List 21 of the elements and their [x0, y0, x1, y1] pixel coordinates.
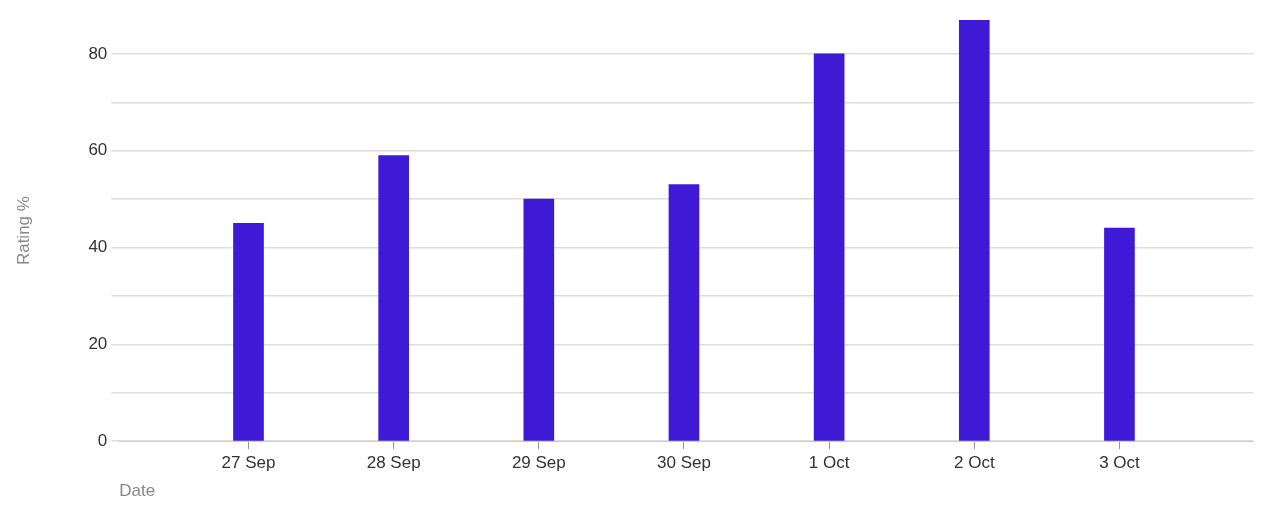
x-axis-title: Date — [119, 481, 156, 501]
bar — [1104, 227, 1135, 441]
x-tick-label: 30 Sep — [657, 453, 711, 473]
y-tick-label: 40 — [88, 237, 108, 257]
x-tick-label: 3 Oct — [1099, 453, 1141, 473]
x-tick-label: 29 Sep — [511, 453, 566, 473]
y-axis-title: Rating % — [13, 196, 33, 266]
x-tick-label: 27 Sep — [221, 453, 276, 473]
bar — [668, 184, 700, 441]
x-tick-label: 1 Oct — [808, 453, 850, 473]
bar — [958, 20, 990, 441]
x-tick-label: 28 Sep — [366, 453, 421, 473]
bar — [813, 53, 845, 441]
bar — [378, 155, 409, 441]
y-tick-label: 60 — [88, 140, 108, 160]
x-tick-label: 2 Oct — [953, 453, 995, 473]
bar — [233, 223, 264, 441]
y-tick-label: 20 — [88, 334, 108, 354]
y-tick-label: 0 — [97, 430, 108, 450]
bar — [523, 198, 555, 441]
y-tick-label: 80 — [88, 43, 108, 63]
